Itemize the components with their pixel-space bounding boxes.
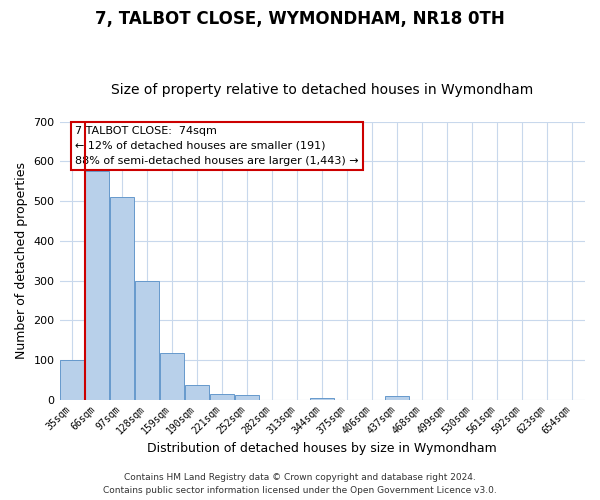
Text: 7 TALBOT CLOSE:  74sqm
← 12% of detached houses are smaller (191)
88% of semi-de: 7 TALBOT CLOSE: 74sqm ← 12% of detached …: [76, 126, 359, 166]
Title: Size of property relative to detached houses in Wymondham: Size of property relative to detached ho…: [111, 83, 533, 97]
Bar: [135, 280, 159, 400]
Bar: [85, 172, 109, 400]
Bar: [310, 398, 334, 400]
Text: Contains HM Land Registry data © Crown copyright and database right 2024.
Contai: Contains HM Land Registry data © Crown c…: [103, 474, 497, 495]
Text: 7, TALBOT CLOSE, WYMONDHAM, NR18 0TH: 7, TALBOT CLOSE, WYMONDHAM, NR18 0TH: [95, 10, 505, 28]
X-axis label: Distribution of detached houses by size in Wymondham: Distribution of detached houses by size …: [148, 442, 497, 455]
Bar: [60, 360, 84, 400]
Bar: [235, 395, 259, 400]
Y-axis label: Number of detached properties: Number of detached properties: [15, 162, 28, 359]
Bar: [160, 353, 184, 400]
Bar: [185, 384, 209, 400]
Bar: [110, 197, 134, 400]
Bar: [385, 396, 409, 400]
Bar: [210, 394, 234, 400]
